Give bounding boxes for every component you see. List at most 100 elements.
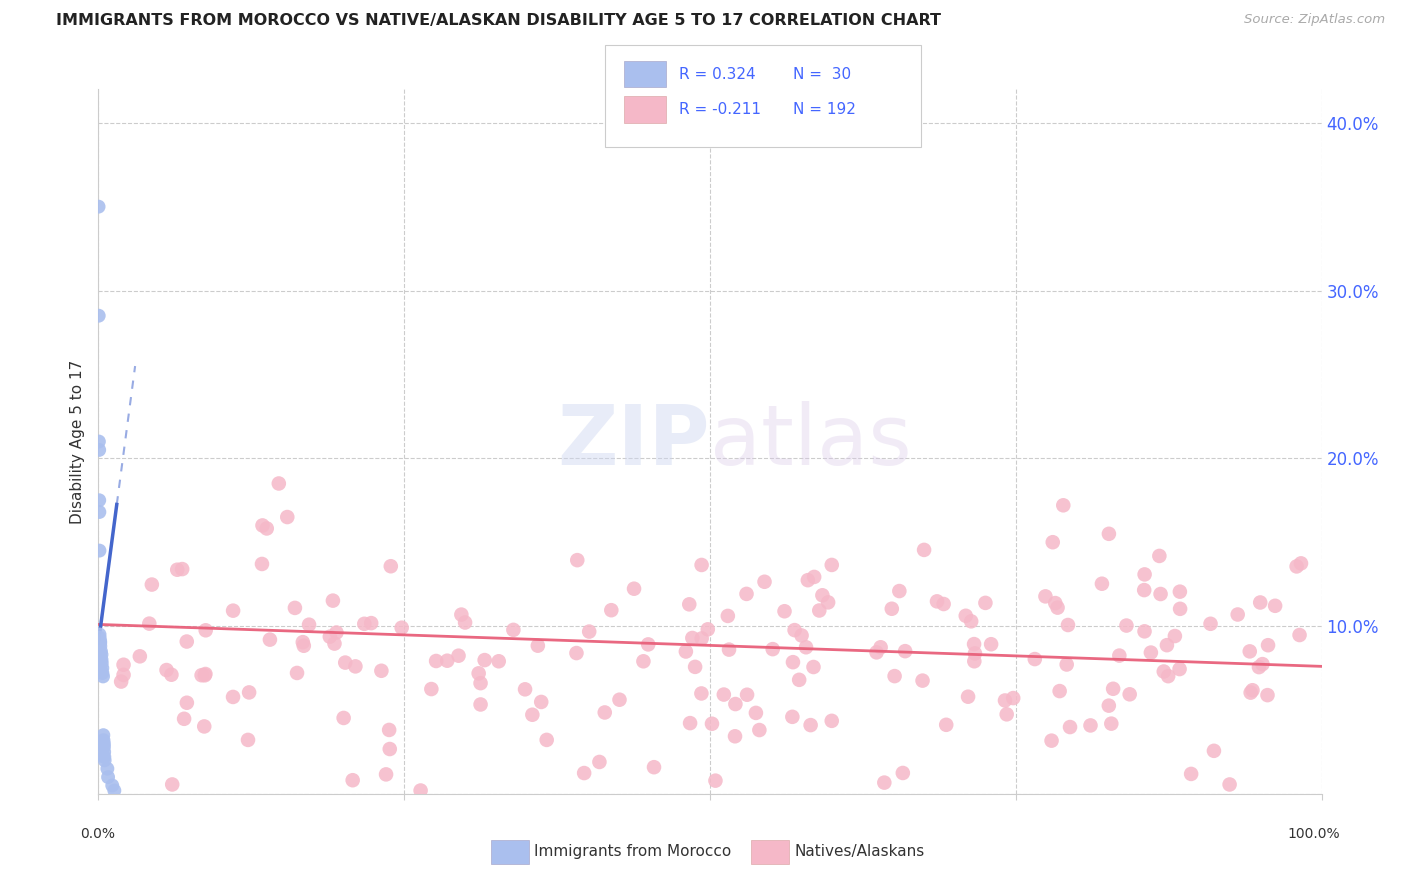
Point xyxy=(643,760,665,774)
Point xyxy=(567,553,589,567)
Point xyxy=(436,654,458,668)
Point xyxy=(420,681,443,696)
Point xyxy=(717,609,740,624)
Point xyxy=(291,635,314,649)
Point xyxy=(103,783,125,797)
Point xyxy=(869,640,891,655)
Point xyxy=(141,577,163,591)
Point xyxy=(259,632,281,647)
Point xyxy=(748,723,770,737)
Point xyxy=(782,710,804,724)
Point xyxy=(963,647,986,661)
Text: IMMIGRANTS FROM MOROCCO VS NATIVE/ALASKAN DISABILITY AGE 5 TO 17 CORRELATION CHA: IMMIGRANTS FROM MOROCCO VS NATIVE/ALASKA… xyxy=(56,13,941,29)
Point xyxy=(222,690,245,704)
Point xyxy=(1285,559,1308,574)
Point xyxy=(1140,646,1163,660)
Point xyxy=(1052,498,1074,512)
Point xyxy=(1035,590,1057,604)
Point xyxy=(1118,687,1140,701)
Point xyxy=(90,644,112,658)
Point xyxy=(194,668,217,682)
Point xyxy=(222,604,245,618)
Point xyxy=(797,573,820,587)
Point xyxy=(960,615,983,629)
Point xyxy=(912,542,935,557)
Point xyxy=(447,648,470,663)
Point xyxy=(112,668,135,682)
Text: N = 192: N = 192 xyxy=(793,103,856,117)
Point xyxy=(425,654,447,668)
Text: 100.0%: 100.0% xyxy=(1288,828,1340,841)
Text: atlas: atlas xyxy=(710,401,911,482)
Point xyxy=(803,570,825,584)
Point xyxy=(891,766,914,780)
Point xyxy=(90,656,112,670)
Point xyxy=(675,644,697,658)
Point xyxy=(391,621,413,635)
Point xyxy=(522,707,544,722)
Point xyxy=(593,706,616,720)
Point xyxy=(883,669,905,683)
Point xyxy=(238,685,260,699)
Point xyxy=(112,657,135,672)
Point xyxy=(1042,535,1064,549)
Point xyxy=(470,698,492,712)
Point xyxy=(91,661,114,675)
Point xyxy=(90,648,112,662)
Point xyxy=(1219,777,1241,791)
Point xyxy=(378,723,401,737)
Y-axis label: Disability Age 5 to 17: Disability Age 5 to 17 xyxy=(70,359,86,524)
Point xyxy=(527,639,550,653)
Point xyxy=(783,623,806,637)
Point xyxy=(172,562,194,576)
Point xyxy=(690,686,713,700)
Point xyxy=(160,777,183,791)
Point xyxy=(1168,662,1191,676)
Point xyxy=(89,543,111,558)
Point xyxy=(683,660,706,674)
Point xyxy=(894,644,917,658)
Point xyxy=(325,625,347,640)
Point xyxy=(97,770,120,784)
Point xyxy=(1098,526,1121,541)
Point xyxy=(1256,688,1278,702)
Point xyxy=(679,716,702,731)
Point xyxy=(502,623,524,637)
Point xyxy=(1149,587,1171,601)
Point xyxy=(980,637,1002,651)
Point xyxy=(681,631,703,645)
Point xyxy=(762,642,785,657)
Point xyxy=(87,200,110,214)
Point xyxy=(89,505,111,519)
Point xyxy=(160,667,183,681)
Point xyxy=(470,676,492,690)
Point xyxy=(380,559,402,574)
Point xyxy=(637,637,659,651)
Point xyxy=(250,557,273,571)
Point xyxy=(633,654,655,668)
Text: N =  30: N = 30 xyxy=(793,67,851,81)
Point xyxy=(735,587,758,601)
Text: Natives/Alaskans: Natives/Alaskans xyxy=(794,845,925,859)
Point xyxy=(110,674,132,689)
Point xyxy=(974,596,997,610)
Point xyxy=(276,510,298,524)
Point xyxy=(713,688,735,702)
Point xyxy=(332,711,354,725)
Point xyxy=(536,732,558,747)
Point xyxy=(865,645,887,659)
Point xyxy=(353,616,375,631)
Point xyxy=(704,773,727,788)
Point xyxy=(911,673,934,688)
Point xyxy=(1247,660,1270,674)
Point xyxy=(1251,657,1274,672)
Point xyxy=(467,666,489,681)
Point xyxy=(1164,629,1187,643)
Point xyxy=(89,442,111,457)
Point xyxy=(1149,549,1171,563)
Point xyxy=(963,654,986,668)
Point xyxy=(963,637,986,651)
Point xyxy=(93,737,115,751)
Point xyxy=(1091,576,1114,591)
Point xyxy=(1080,718,1102,732)
